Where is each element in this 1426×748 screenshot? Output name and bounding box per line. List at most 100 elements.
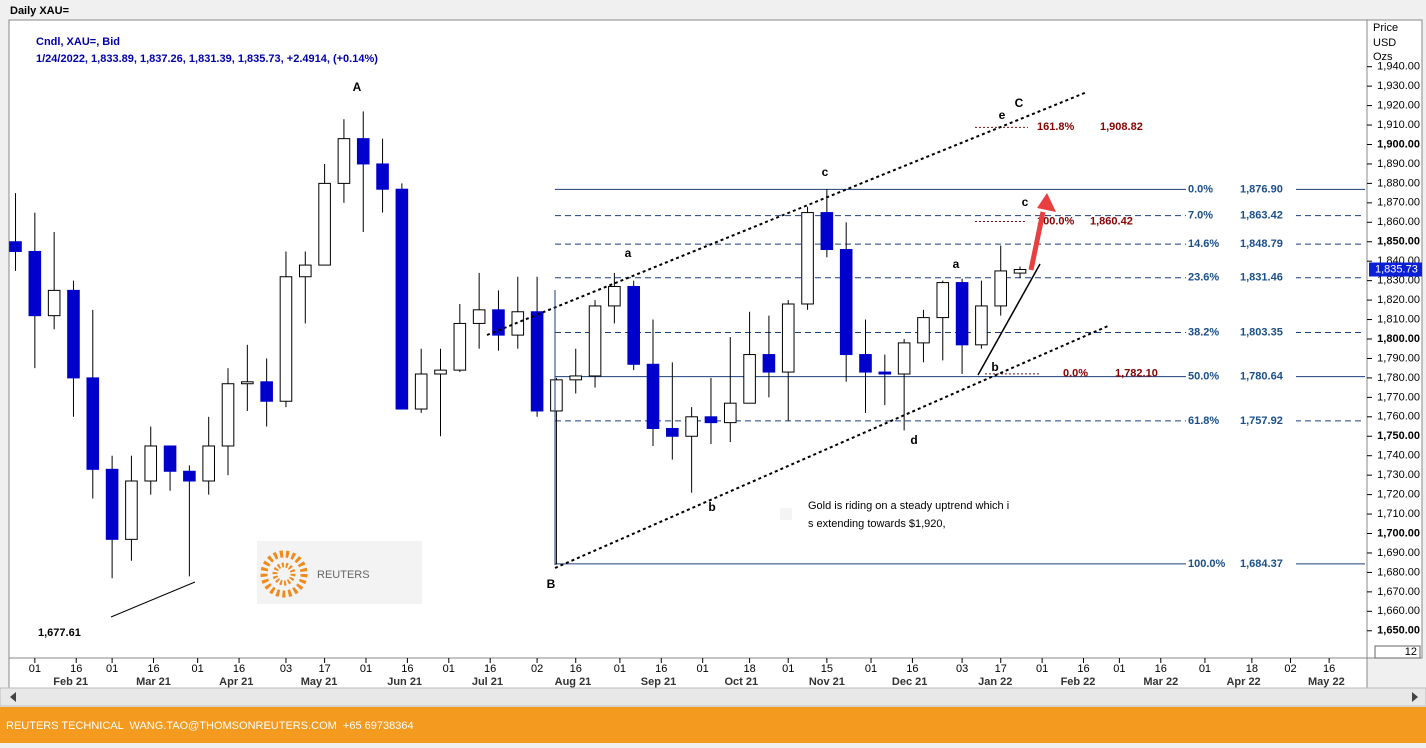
y-tick-label: 1,670.00 (1377, 586, 1420, 598)
bullet (780, 508, 792, 520)
candle-body (260, 381, 273, 402)
footer-bar (0, 707, 1426, 743)
candle-body (279, 276, 293, 402)
x-tick-label: 16 (70, 663, 82, 675)
x-tick-label: 01 (1113, 663, 1125, 675)
candle-body (820, 212, 834, 251)
x-tick-label: 16 (1155, 663, 1167, 675)
projection-value: 1,860.42 (1090, 215, 1133, 227)
y-tick-label: 1,770.00 (1377, 391, 1420, 403)
candle-body (781, 303, 795, 373)
x-tick-label: 01 (614, 663, 626, 675)
logo-text: REUTERS (317, 569, 370, 581)
y-tick-label: 1,910.00 (1377, 119, 1420, 131)
y-tick-label: 1,890.00 (1377, 158, 1420, 170)
candle-body (337, 138, 351, 184)
wave-label: d (910, 433, 917, 447)
candle-body (472, 309, 486, 324)
fib-value: 1,863.42 (1240, 210, 1283, 222)
wave-label: a (953, 257, 960, 271)
candle-body (666, 427, 679, 437)
projection-pct: 0.0% (1063, 368, 1088, 380)
fib-label-bg (1186, 182, 1296, 197)
fib-pct: 61.8% (1188, 415, 1219, 427)
candle-body (241, 381, 254, 385)
projection-pct: 100.0% (1037, 215, 1075, 227)
x-tick-label: 01 (360, 663, 372, 675)
candle-body (530, 311, 544, 412)
fib-label-bg (1186, 369, 1296, 384)
x-tick-label: 16 (233, 663, 245, 675)
fib-value: 1,757.92 (1240, 415, 1283, 427)
y-tick-label: 1,940.00 (1377, 61, 1420, 73)
candle-body (356, 138, 370, 165)
low-pointer (110, 581, 196, 618)
y-tick-label: 1,730.00 (1377, 469, 1420, 481)
fib-value: 1,780.64 (1240, 371, 1284, 383)
y-tick-label: 1,860.00 (1377, 216, 1420, 228)
x-tick-label: 03 (956, 663, 968, 675)
y-tick-label: 1,870.00 (1377, 197, 1420, 209)
y-tick-label: 1,700.00 (1377, 527, 1420, 539)
month-label: Feb 22 (1061, 676, 1096, 688)
x-tick-label: 16 (570, 663, 582, 675)
candle-body (125, 480, 138, 540)
scale-badge-text: 12 (1405, 646, 1417, 658)
candle-body (9, 241, 22, 252)
month-label: Jul 21 (472, 676, 503, 688)
last-price-box (1369, 262, 1422, 277)
y-tick-label: 1,710.00 (1377, 508, 1420, 520)
footer: REUTERS TECHNICAL WANG.TAO@THOMSONREUTER… (6, 720, 414, 732)
candle-body (646, 363, 660, 429)
y-tick-label: 1,830.00 (1377, 275, 1420, 287)
candle-body (897, 342, 911, 375)
month-label: Apr 22 (1226, 676, 1260, 688)
y-tick-label: 1,740.00 (1377, 450, 1420, 462)
candle-body (936, 282, 950, 319)
candle-body (839, 249, 853, 356)
month-label: May 22 (1308, 676, 1345, 688)
x-tick-label: 01 (1036, 663, 1048, 675)
candle-body (917, 317, 930, 344)
month-label: Apr 21 (219, 676, 253, 688)
x-tick-label: 18 (1246, 663, 1258, 675)
x-tick-label: 16 (1077, 663, 1089, 675)
x-tick-label: 15 (821, 663, 833, 675)
x-tick-label: 01 (697, 663, 709, 675)
candle-body (492, 309, 505, 336)
chart-title: Daily XAU= (10, 5, 69, 17)
y-tick-label: 1,650.00 (1377, 625, 1420, 637)
fib-label-bg (1186, 208, 1296, 223)
x-tick-label: 16 (1323, 663, 1335, 675)
y-tick-label: 1,720.00 (1377, 489, 1420, 501)
candle-body (743, 354, 756, 404)
fib-value: 1,848.79 (1240, 238, 1283, 250)
x-tick-label: 02 (1284, 663, 1296, 675)
last-price-label: 1,835.73 (1375, 263, 1418, 275)
candle-body (975, 305, 988, 346)
fib-value: 1,831.46 (1240, 272, 1283, 284)
month-label: Mar 21 (136, 676, 171, 688)
x-tick-label: 01 (1199, 663, 1211, 675)
y-tick-label: 1,750.00 (1377, 430, 1420, 442)
candle-body (608, 285, 621, 307)
candle-body (955, 282, 969, 346)
month-label: Sep 21 (641, 676, 676, 688)
comment: s extending towards $1,920, (808, 518, 946, 530)
candle-body (298, 264, 312, 278)
fib-value: 1,684.37 (1240, 558, 1283, 570)
x-tick-label: 01 (782, 663, 794, 675)
candle-body (105, 468, 119, 540)
scrollbar[interactable] (0, 687, 1426, 707)
x-tick-label: 17 (995, 663, 1007, 675)
x-tick-label: 16 (401, 663, 413, 675)
y-tick-label: 1,920.00 (1377, 99, 1420, 111)
month-label: Dec 21 (892, 676, 927, 688)
arrow-head (1037, 193, 1056, 212)
fib-label-bg (1186, 413, 1296, 428)
projection-pct: 161.8% (1037, 121, 1075, 133)
wave-label: B (547, 577, 556, 591)
fib-pct: 23.6% (1188, 272, 1219, 284)
x-tick-label: 01 (865, 663, 877, 675)
